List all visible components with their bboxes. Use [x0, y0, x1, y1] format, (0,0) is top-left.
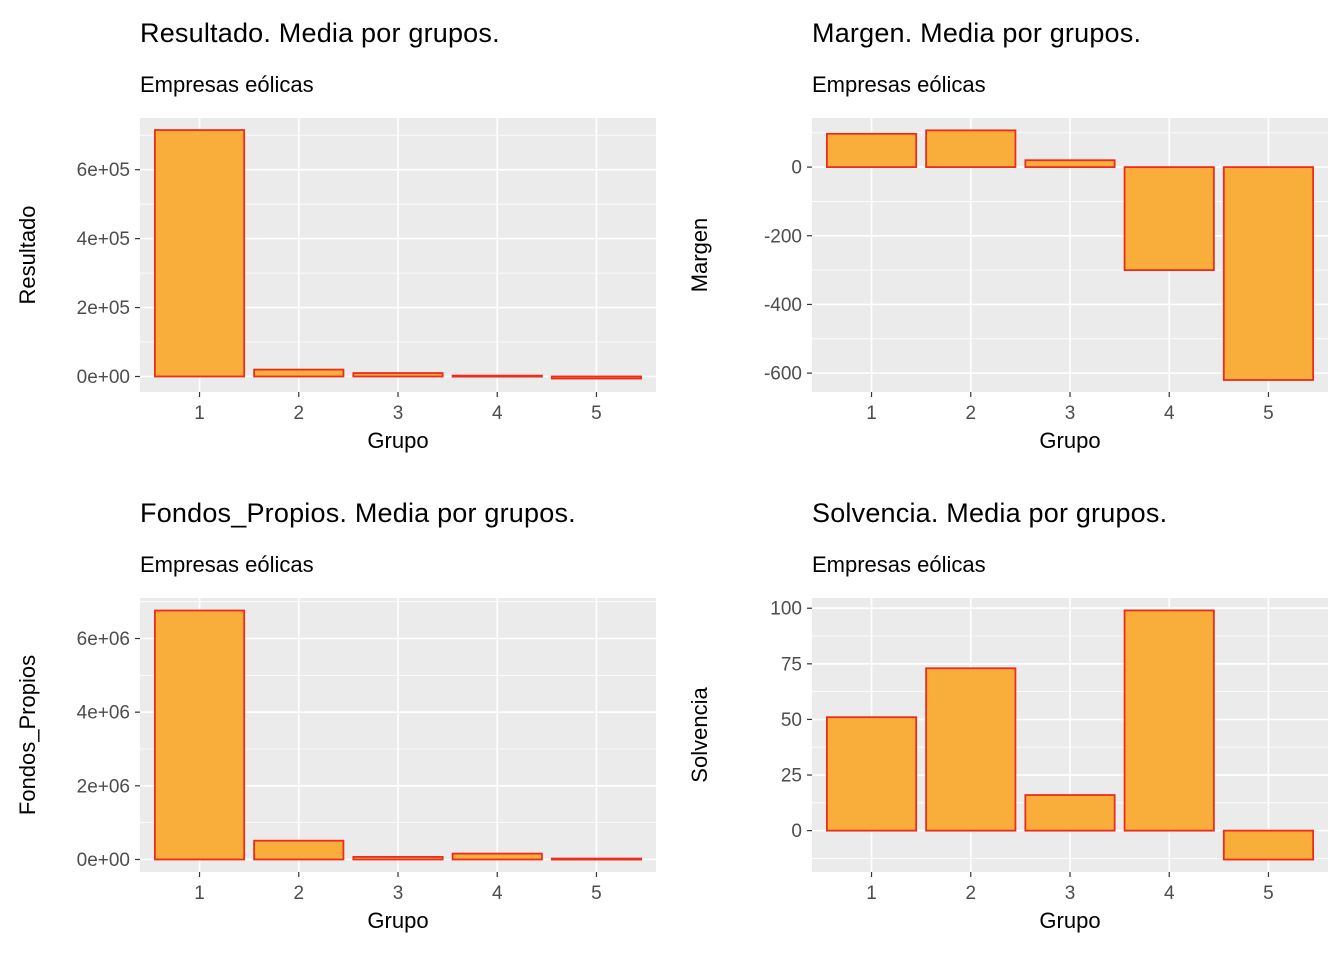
x-tick-label: 2 [965, 883, 976, 904]
x-axis-label: Grupo [1039, 428, 1101, 453]
y-tick-label: 0 [791, 821, 802, 842]
y-tick-label: -200 [764, 226, 802, 247]
y-tick-label: 0e+00 [77, 850, 130, 871]
chart-fondos-propios: Fondos_Propios. Media por grupos. Empres… [0, 480, 672, 960]
bar-group-4 [451, 852, 543, 861]
bar-group-1 [825, 132, 918, 169]
x-tick-label: 4 [492, 883, 503, 904]
plot-area: 0 -200 -400 -600 1 2 3 4 5 [764, 118, 1328, 424]
x-tick-label: 4 [492, 403, 503, 424]
chart-subtitle: Empresas eólicas [140, 552, 314, 577]
chart-solvencia: Solvencia. Media por grupos. Empresas eó… [672, 480, 1344, 960]
x-tick-label: 3 [1065, 403, 1076, 424]
bar-group-3 [352, 372, 444, 378]
x-tick-label: 1 [194, 883, 205, 904]
y-tick-label: 0e+00 [77, 367, 130, 388]
y-tick-label: 6e+06 [77, 629, 130, 650]
bar-group-1 [153, 609, 246, 861]
chart-title: Resultado. Media por grupos. [140, 18, 500, 48]
plot-area: 0e+00 2e+05 4e+05 6e+05 1 2 3 4 5 [77, 118, 656, 424]
x-tick-label: 1 [866, 403, 877, 424]
chart-margen: Margen. Media por grupos. Empresas eólic… [672, 0, 1344, 480]
bar-group-4 [1123, 166, 1215, 272]
bar-group-5 [550, 857, 643, 861]
x-tick-label: 5 [591, 403, 602, 424]
x-tick-label: 1 [194, 403, 205, 424]
y-tick-label: 25 [781, 766, 802, 787]
x-tick-label: 5 [591, 883, 602, 904]
x-tick-label: 3 [393, 403, 404, 424]
bar-group-2 [253, 368, 345, 378]
bar-group-3 [1024, 159, 1116, 169]
y-tick-label: -600 [764, 364, 802, 385]
y-tick-label: 75 [781, 654, 802, 675]
y-tick-label: 4e+06 [77, 703, 130, 724]
chart-title: Fondos_Propios. Media por grupos. [140, 498, 576, 528]
x-tick-label: 1 [866, 883, 877, 904]
bar-group-3 [352, 856, 444, 861]
chart-resultado: Resultado. Media por grupos. Empresas eó… [0, 0, 672, 480]
plot-area: 0e+00 2e+06 4e+06 6e+06 1 2 3 4 5 [77, 598, 656, 904]
bar-group-5 [1222, 829, 1315, 861]
chart-title: Solvencia. Media por grupos. [812, 498, 1168, 528]
bar-group-1 [153, 129, 246, 378]
x-tick-label: 2 [965, 403, 976, 424]
bar-group-1 [825, 716, 918, 832]
y-tick-label: 0 [791, 158, 802, 179]
chart-subtitle: Empresas eólicas [140, 72, 314, 97]
x-tick-label: 4 [1164, 883, 1175, 904]
x-tick-label: 2 [293, 403, 304, 424]
y-tick-label: 6e+05 [77, 160, 130, 181]
bar-group-2 [925, 129, 1017, 169]
y-tick-label: 2e+05 [77, 298, 130, 319]
plot-area: 0 25 50 75 100 1 2 3 4 5 [770, 598, 1328, 904]
y-tick-label: 100 [770, 599, 802, 620]
bar-group-2 [925, 667, 1017, 832]
x-tick-label: 3 [1065, 883, 1076, 904]
y-tick-label: -400 [764, 295, 802, 316]
x-axis-label: Grupo [367, 908, 429, 933]
x-axis-label: Grupo [1039, 908, 1101, 933]
x-axis-label: Grupo [367, 428, 429, 453]
bar-group-5 [550, 375, 643, 380]
x-tick-label: 4 [1164, 403, 1175, 424]
chart-title: Margen. Media por grupos. [812, 18, 1142, 48]
x-tick-label: 2 [293, 883, 304, 904]
y-tick-label: 2e+06 [77, 776, 130, 797]
x-tick-label: 5 [1263, 403, 1274, 424]
bar-group-5 [1222, 166, 1315, 381]
chart-subtitle: Empresas eólicas [812, 552, 986, 577]
bar-group-2 [253, 839, 345, 861]
bar-group-3 [1024, 794, 1116, 832]
y-tick-label: 50 [781, 710, 802, 731]
x-tick-label: 5 [1263, 883, 1274, 904]
x-tick-label: 3 [393, 883, 404, 904]
bar-group-4 [1123, 609, 1215, 832]
bar-group-4 [451, 374, 543, 378]
chart-subtitle: Empresas eólicas [812, 72, 986, 97]
y-tick-label: 4e+05 [77, 229, 130, 250]
